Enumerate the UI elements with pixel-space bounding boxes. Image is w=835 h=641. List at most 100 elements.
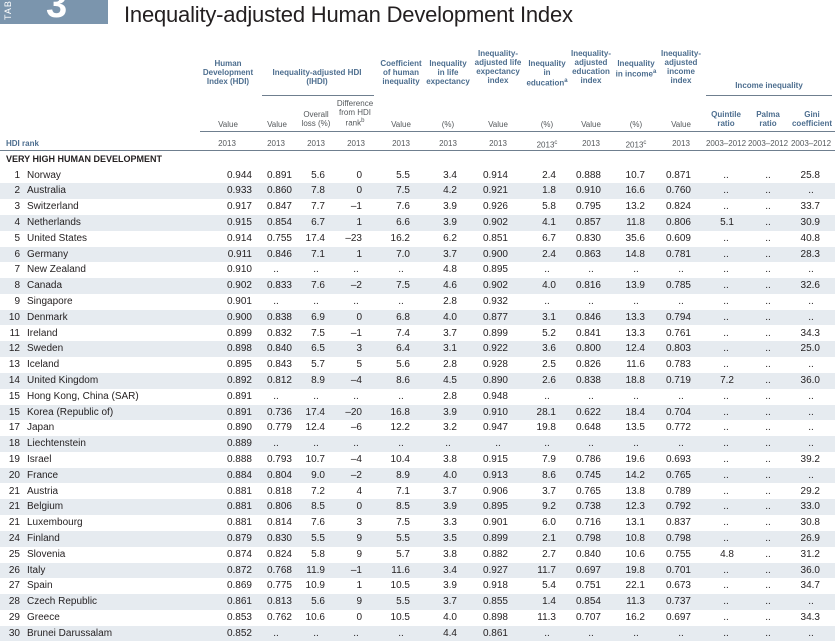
row-cell: .. — [765, 517, 771, 529]
row-cell: 0.751 — [575, 580, 601, 592]
row-country: Finland — [27, 532, 60, 544]
row-cell: 11.3 — [537, 611, 556, 623]
row-cell: .. — [313, 627, 319, 639]
hdi-rank-label: HDI rank — [6, 139, 39, 148]
row-cell: 11.3 — [626, 596, 645, 608]
row-cell: 3.7 — [443, 327, 457, 339]
row-cell: 5.6 — [311, 169, 325, 181]
row-cell: .. — [765, 343, 771, 355]
subheader-overall-loss: Overall loss (%) — [301, 110, 331, 128]
row-cell: 0.716 — [575, 517, 601, 529]
row-cell: 13.1 — [625, 517, 645, 529]
row-cell: .. — [273, 264, 279, 276]
row-cell: 5.5 — [396, 532, 410, 544]
row-cell: 1 — [356, 216, 362, 228]
row-cell: .. — [765, 580, 771, 592]
row-cell: .. — [808, 422, 814, 434]
row-cell: 0.901 — [482, 517, 508, 529]
unit-ineq-life: (%) — [441, 120, 455, 129]
row-cell: 0 — [356, 501, 362, 513]
row-country: Netherlands — [27, 216, 81, 228]
row-cell: 39.2 — [800, 453, 820, 465]
row-cell: 19.8 — [625, 564, 645, 576]
row-cell: .. — [633, 390, 639, 402]
row-cell: .. — [808, 627, 814, 639]
table-row: 1 Norway 0.944 0.891 5.6 0 5.5 3.4 0.914 2.4 0.888… — [0, 168, 835, 184]
header-adj-life: Inequality-adjusted life expectancy inde… — [474, 49, 522, 85]
header-rule-top — [200, 131, 835, 132]
row-cell: 0.874 — [226, 548, 252, 560]
row-cell: .. — [808, 295, 814, 307]
row-cell: .. — [633, 264, 639, 276]
row-cell: .. — [808, 185, 814, 197]
row-cell: 0.768 — [266, 564, 292, 576]
row-cell: 10.6 — [305, 611, 325, 623]
row-country: Slovenia — [27, 548, 66, 560]
row-cell: 3.1 — [443, 343, 457, 355]
row-cell: 16.8 — [390, 406, 410, 418]
row-cell: 0.900 — [226, 311, 252, 323]
row-cell: .. — [765, 359, 771, 371]
row-cell: 0.891 — [226, 406, 252, 418]
row-cell: .. — [678, 627, 684, 639]
row-cell: 30.8 — [800, 517, 820, 529]
row-country: United States — [27, 232, 88, 244]
row-cell: 0.877 — [482, 311, 508, 323]
row-cell: .. — [353, 264, 359, 276]
row-cell: 3.8 — [443, 453, 457, 465]
year-label: 2013 — [218, 139, 236, 148]
table-row: 12 Sweden 0.898 0.840 6.5 3 6.4 3.1 0.922 3.6 0.80… — [0, 341, 835, 358]
row-cell: 4.5 — [443, 374, 457, 386]
row-rank: 2 — [14, 185, 20, 197]
row-cell: .. — [765, 280, 771, 292]
unit-coef: Value — [391, 120, 411, 129]
row-cell: 0.755 — [665, 548, 691, 560]
row-cell: 0.921 — [482, 185, 508, 197]
table-row: 6 Germany 0.911 0.846 7.1 1 7.0 3.7 0.900 2.4 0.86… — [0, 246, 835, 263]
table-row: 20 France 0.884 0.804 9.0 –2 8.9 4.0 0.913 8.6 0.7… — [0, 467, 835, 484]
row-cell: 4.6 — [443, 280, 457, 292]
row-cell: 0.906 — [482, 485, 508, 497]
row-cell: 0 — [356, 185, 362, 197]
row-cell: .. — [765, 327, 771, 339]
row-cell: .. — [678, 390, 684, 402]
row-cell: .. — [765, 596, 771, 608]
row-cell: 0.824 — [266, 548, 292, 560]
header-ineq-income: Inequality in incomea — [615, 59, 657, 79]
row-rank: 10 — [8, 311, 20, 323]
row-cell: 17.4 — [305, 232, 325, 244]
row-cell: .. — [765, 438, 771, 450]
row-cell: .. — [398, 438, 404, 450]
row-cell: 26.9 — [800, 532, 820, 544]
row-country: Japan — [27, 422, 55, 434]
row-cell: 0.863 — [575, 248, 601, 260]
row-cell: .. — [633, 295, 639, 307]
row-cell: 8.6 — [542, 469, 556, 481]
row-cell: 0.826 — [575, 359, 601, 371]
row-cell: 12.4 — [305, 422, 325, 434]
row-cell: 17.4 — [305, 406, 325, 418]
row-cell: 29.2 — [800, 485, 820, 497]
row-cell: .. — [678, 264, 684, 276]
row-cell: .. — [723, 611, 729, 623]
table-row: 27 Spain 0.869 0.775 10.9 1 10.5 3.9 0.918 5.4 0.7… — [0, 578, 835, 594]
row-cell: .. — [723, 422, 729, 434]
row-cell: 0.837 — [665, 517, 691, 529]
row-cell: 8.9 — [396, 469, 410, 481]
row-rank: 17 — [8, 422, 20, 434]
row-rank: 15 — [8, 390, 20, 402]
row-cell: 0.792 — [665, 501, 691, 513]
row-cell: 0.854 — [575, 596, 601, 608]
row-cell: 0.872 — [226, 564, 252, 576]
row-cell: .. — [398, 390, 404, 402]
row-cell: 10.5 — [390, 580, 410, 592]
row-cell: 1.4 — [542, 596, 556, 608]
row-cell: .. — [723, 532, 729, 544]
row-cell: 0.860 — [266, 185, 292, 197]
row-cell: 0.800 — [575, 343, 601, 355]
row-cell: 0.902 — [482, 280, 508, 292]
section-label: VERY HIGH HUMAN DEVELOPMENT — [6, 154, 163, 164]
row-cell: 3.9 — [443, 501, 457, 513]
row-rank: 8 — [14, 280, 20, 292]
row-cell: 0.888 — [226, 453, 252, 465]
